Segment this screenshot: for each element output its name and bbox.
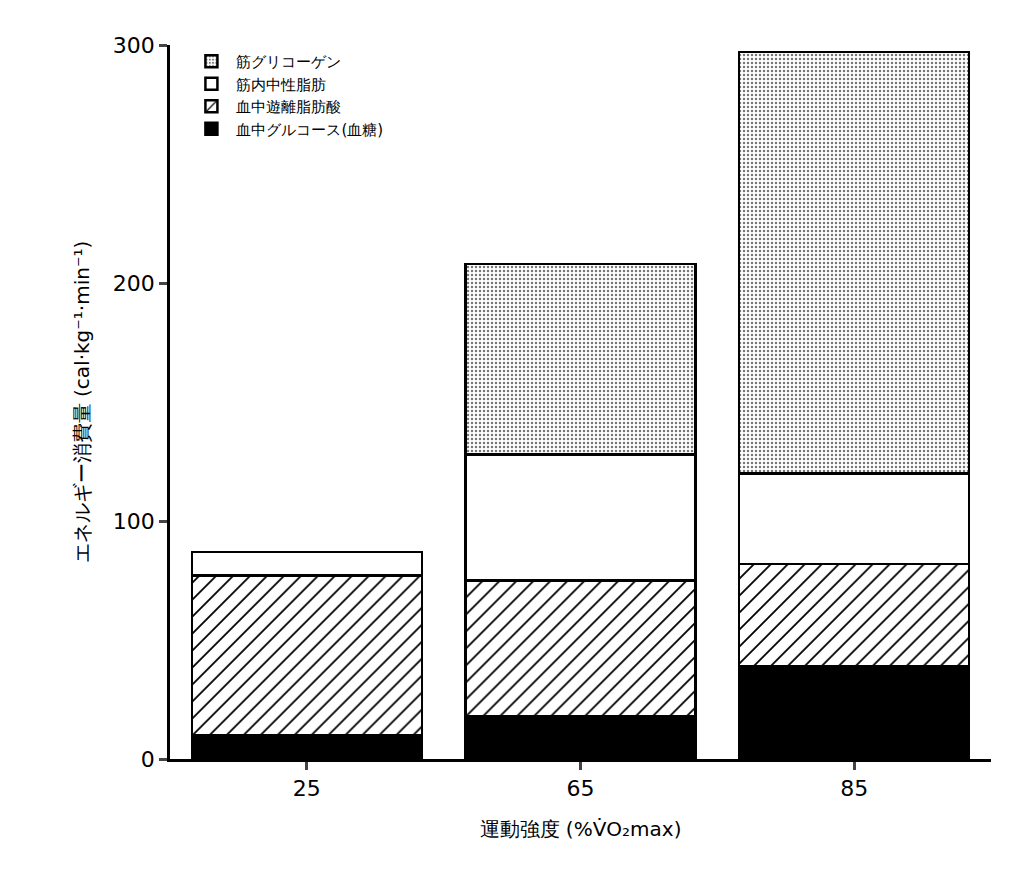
svg-text:100: 100: [113, 509, 155, 534]
svg-text:筋グリコーゲン: 筋グリコーゲン: [236, 53, 341, 71]
svg-text:25: 25: [293, 776, 321, 801]
svg-text:0: 0: [141, 747, 155, 772]
svg-text:血中遊離脂肪酸: 血中遊離脂肪酸: [236, 98, 341, 116]
svg-text:300: 300: [113, 33, 155, 58]
svg-text:筋内中性脂肪: 筋内中性脂肪: [236, 76, 326, 94]
svg-text:85: 85: [840, 776, 868, 801]
svg-text:血中グルコース(血糖): 血中グルコース(血糖): [236, 121, 383, 139]
svg-text:運動強度 (%V̇O₂max): 運動強度 (%V̇O₂max): [480, 817, 682, 841]
svg-text:65: 65: [567, 776, 595, 801]
svg-text:200: 200: [113, 271, 155, 296]
svg-text:エネルギー消費量 (cal·kg⁻¹·min⁻¹): エネルギー消費量 (cal·kg⁻¹·min⁻¹): [70, 241, 94, 564]
